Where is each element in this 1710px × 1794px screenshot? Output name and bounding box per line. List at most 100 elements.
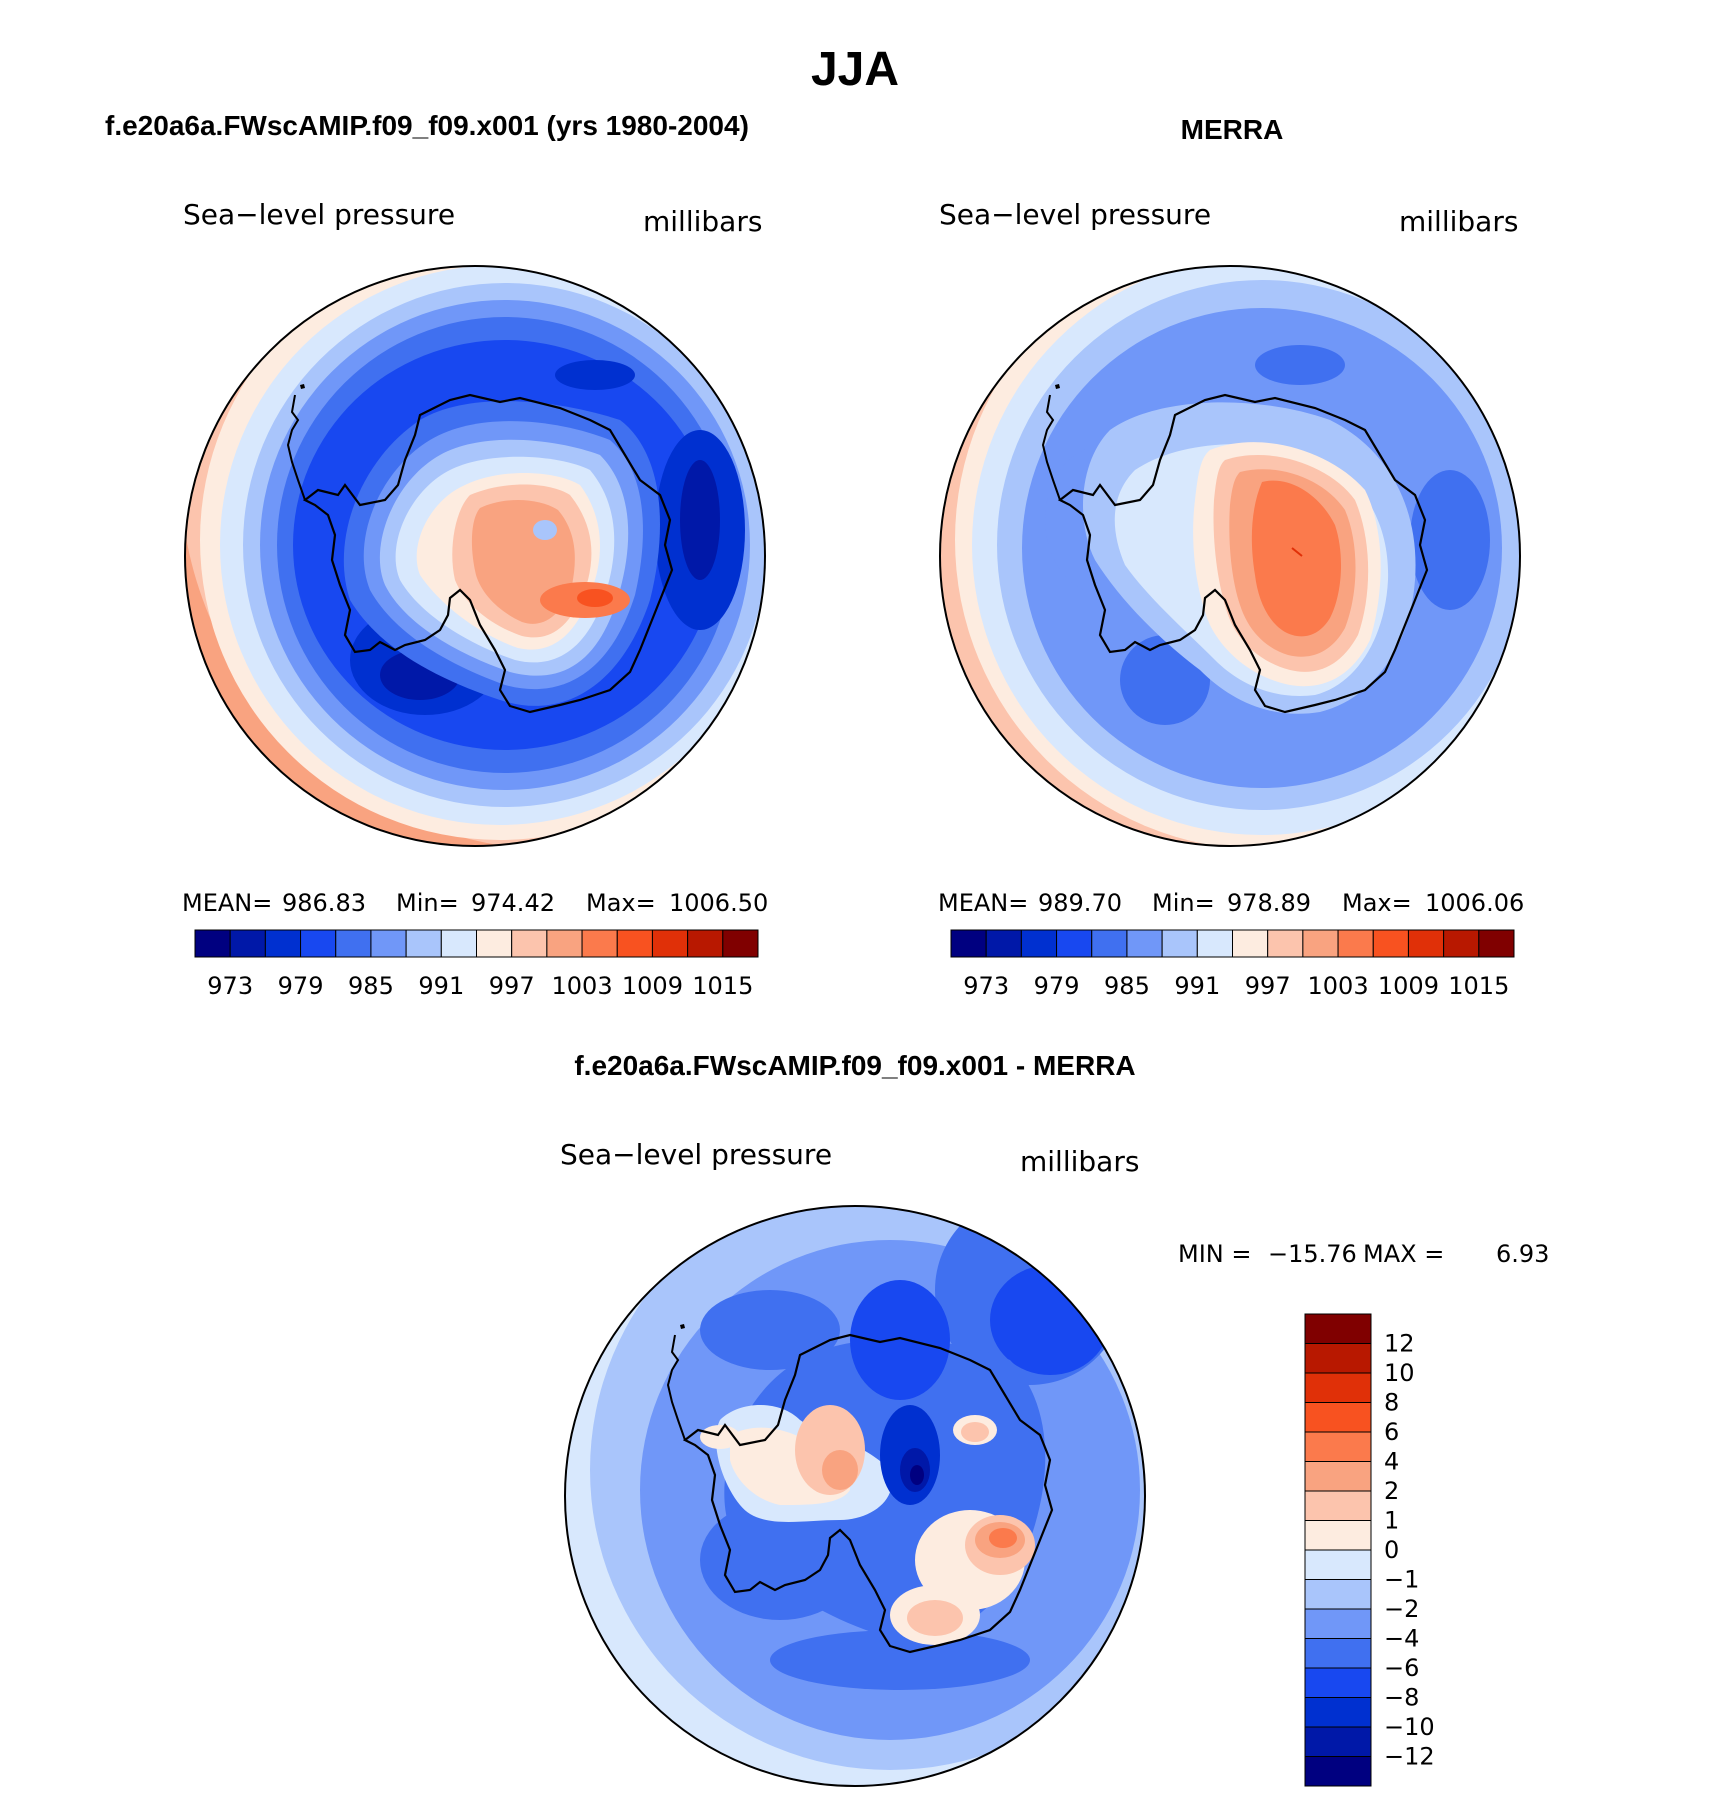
panel-diff-units: millibars (1020, 1145, 1139, 1178)
colorbar-tick-label: 1003 (552, 972, 613, 1000)
colorbar-swatch (511, 929, 548, 958)
colorbar-swatch (985, 929, 1022, 958)
panel-diff-map-border (564, 1205, 1146, 1787)
colorbar-tick-label: 4 (1384, 1448, 1399, 1476)
colorbar-tick-label: 6 (1384, 1418, 1399, 1446)
colorbar-swatch (1196, 929, 1233, 958)
min-label: Min= (1152, 889, 1215, 917)
colorbar-swatch (229, 929, 266, 958)
colorbar-tick-label: 1015 (1448, 972, 1509, 1000)
max-value: 6.93 (1496, 1240, 1549, 1268)
peninsula-coastline (1041, 394, 1061, 501)
colorbar-tick-label: −4 (1384, 1625, 1419, 1653)
colorbar-swatch (1304, 1697, 1372, 1728)
panel-diff-header: f.e20a6a.FWscAMIP.f09_f09.x001 - MERRA (574, 1050, 1135, 1081)
colorbar-swatch (1304, 1579, 1372, 1610)
colorbar-swatch (1126, 929, 1163, 958)
colorbar-tick-label: 8 (1384, 1389, 1399, 1417)
colorbar-swatch (1267, 929, 1304, 958)
colorbar-swatch (1304, 1520, 1372, 1551)
colorbar-tick-label: 979 (1034, 972, 1080, 1000)
colorbar-tick-label: 997 (1245, 972, 1291, 1000)
panel-obs-map-border (939, 265, 1521, 847)
colorbar-tick-label: 1009 (622, 972, 683, 1000)
colorbar-swatch (1161, 929, 1198, 958)
colorbar-swatch (1304, 1313, 1372, 1344)
panel-obs: MERRA Sea−level pressure millibars (938, 114, 1524, 1000)
peninsula-coastline (666, 1334, 686, 1441)
colorbar-swatch (1304, 1372, 1372, 1403)
map-low (770, 1630, 1030, 1690)
max-label: Max= (1342, 889, 1412, 917)
colorbar-swatch (687, 929, 724, 958)
panel-diff-variable: Sea−level pressure (560, 1138, 832, 1171)
colorbar-swatch (1304, 1608, 1372, 1639)
colorbar-swatch (1407, 929, 1445, 958)
colorbar-tick-label: 1015 (692, 972, 753, 1000)
colorbar-swatch (405, 929, 442, 958)
map-interior (910, 1465, 924, 1485)
max-label: MAX = (1363, 1240, 1444, 1268)
colorbar-tick-label: 985 (348, 972, 394, 1000)
colorbar-swatch (1302, 929, 1339, 958)
colorbar-swatch (1304, 1461, 1372, 1492)
panel-model: f.e20a6a.FWscAMIP.f09_f09.x001 (yrs 1980… (105, 110, 768, 1000)
colorbar-tick-label: −12 (1384, 1743, 1435, 1771)
panel-diff: f.e20a6a.FWscAMIP.f09_f09.x001 - MERRA S… (560, 1050, 1549, 1787)
panel-obs-colorbar: 973 979 985 991 997 1003 1009 1015 (950, 929, 1515, 1000)
colorbar-swatch (1337, 929, 1374, 958)
colorbar-tick-label: 997 (489, 972, 535, 1000)
colorbar-swatch (1304, 1402, 1372, 1433)
map-interior (989, 1528, 1017, 1548)
colorbar-tick-label: 973 (963, 972, 1009, 1000)
max-label: Max= (586, 889, 656, 917)
colorbar-swatch (1020, 929, 1058, 958)
colorbar-swatch (1304, 1549, 1372, 1580)
colorbar-swatch (722, 929, 759, 958)
island-coastline (680, 1324, 685, 1329)
map-low (700, 1290, 840, 1370)
colorbar-swatch (370, 929, 407, 958)
map-low (680, 460, 720, 580)
map-low (1255, 345, 1345, 385)
colorbar-tick-label: −8 (1384, 1684, 1419, 1712)
colorbar-tick-label: 12 (1384, 1330, 1415, 1358)
colorbar-swatch (1304, 1667, 1372, 1698)
panel-diff-stats: MIN = −15.76 MAX = 6.93 (1178, 1240, 1549, 1268)
colorbar-swatch (651, 929, 689, 958)
colorbar-swatch (616, 929, 653, 958)
colorbar-tick-label: 973 (207, 972, 253, 1000)
colorbar-swatch (1304, 1638, 1372, 1669)
colorbar-tick-label: 0 (1384, 1536, 1399, 1564)
colorbar-swatch (335, 929, 372, 958)
panel-model-header: f.e20a6a.FWscAMIP.f09_f09.x001 (yrs 1980… (105, 110, 749, 141)
mean-label: MEAN= (182, 889, 272, 917)
colorbar-tick-label: −2 (1384, 1595, 1419, 1623)
colorbar-swatch (1304, 1343, 1372, 1374)
panel-model-variable: Sea−level pressure (183, 198, 455, 231)
panel-obs-stats: MEAN= 989.70 Min= 978.89 Max= 1006.06 (938, 889, 1524, 917)
colorbar-tick-label: 1009 (1378, 972, 1439, 1000)
panel-model-map-border (184, 265, 766, 847)
colorbar-swatch (1478, 929, 1515, 958)
panel-model-map (185, 266, 765, 846)
colorbar-swatch (1372, 929, 1409, 958)
colorbar-swatch (1443, 929, 1480, 958)
colorbar-swatch (1304, 1726, 1372, 1757)
min-label: MIN = (1178, 1240, 1251, 1268)
map-interior (907, 1600, 963, 1636)
colorbar-swatch (476, 929, 513, 958)
min-value: 974.42 (471, 889, 555, 917)
colorbar-swatch (1091, 929, 1128, 958)
panel-model-colorbar: 973 979 985 991 997 1003 1009 1015 (194, 929, 759, 1000)
colorbar-tick-label: 10 (1384, 1359, 1415, 1387)
colorbar-swatch (300, 929, 337, 958)
panel-model-stats: MEAN= 986.83 Min= 974.42 Max= 1006.50 (182, 889, 768, 917)
panel-obs-variable: Sea−level pressure (939, 198, 1211, 231)
colorbar-tick-label: 985 (1104, 972, 1150, 1000)
figure-title: JJA (811, 43, 899, 96)
panel-obs-units: millibars (1399, 205, 1518, 238)
map-interior (961, 1422, 989, 1442)
peninsula-coastline (286, 394, 306, 501)
